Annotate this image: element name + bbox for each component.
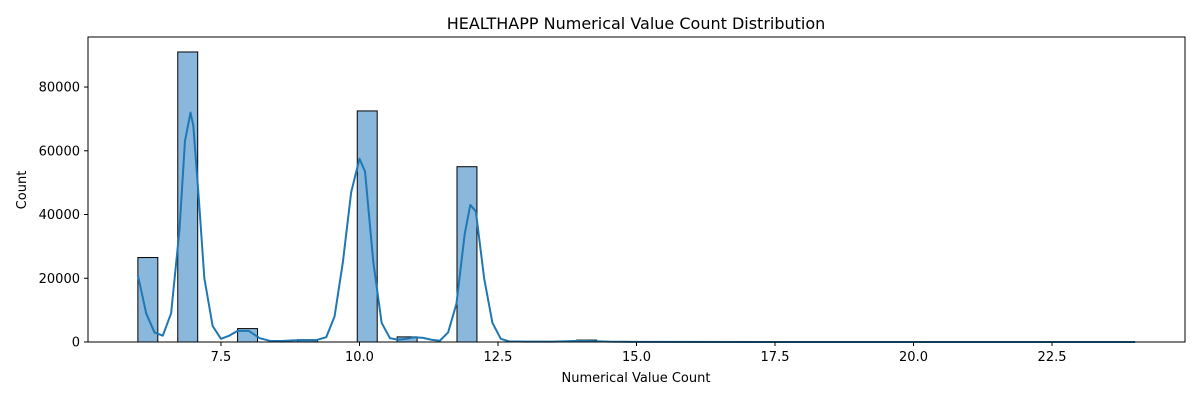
- x-tick-label: 15.0: [622, 350, 651, 365]
- x-axis-label: Numerical Value Count: [562, 371, 711, 386]
- y-tick-label: 0: [72, 336, 80, 351]
- x-tick-label: 7.5: [211, 350, 232, 365]
- chart-title: HEALTHAPP Numerical Value Count Distribu…: [447, 14, 826, 33]
- y-axis-label: Count: [15, 171, 30, 210]
- plot-frame: [87, 36, 1186, 343]
- y-tick-label: 80000: [39, 81, 80, 96]
- histogram-bar-6: [456, 166, 478, 343]
- x-tick-label: 12.5: [484, 350, 513, 365]
- ticks-layer: 7.5 10.0 12.5 15.0 17.5 20.0 22.5 0 20000 40000 60…: [39, 81, 1067, 365]
- y-tick-label: 20000: [39, 272, 80, 287]
- histogram-bar-0: [137, 257, 159, 343]
- x-tick-label: 10.0: [345, 350, 374, 365]
- y-tick-label: 40000: [39, 208, 80, 223]
- x-tick-label: 22.5: [1038, 350, 1067, 365]
- histogram-bar-4: [356, 110, 378, 343]
- x-tick-label: 17.5: [761, 350, 790, 365]
- y-tick-label: 60000: [39, 144, 80, 159]
- x-tick-label: 20.0: [899, 350, 928, 365]
